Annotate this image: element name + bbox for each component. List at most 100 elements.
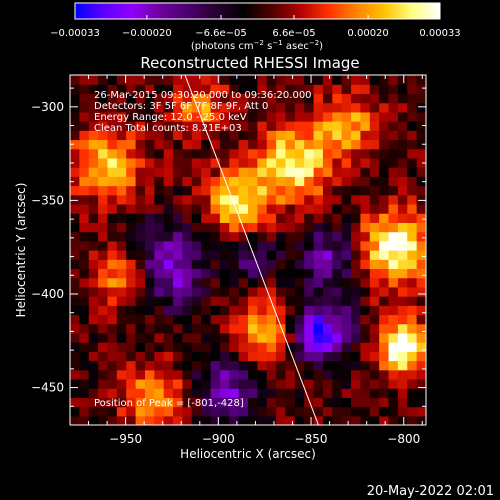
heatmap-cell — [173, 286, 184, 297]
colorbar-tick-label: −0.00033 — [50, 28, 100, 39]
heatmap-cell — [294, 139, 305, 150]
heatmap-cell — [266, 268, 277, 279]
heatmap-cell — [126, 360, 137, 371]
heatmap-cell — [191, 75, 202, 85]
heatmap-cell — [107, 240, 118, 251]
heatmap-cell — [360, 93, 371, 104]
heatmap-cell — [313, 176, 324, 187]
heatmap-cell — [257, 84, 268, 95]
heatmap-cell — [276, 75, 287, 85]
heatmap-cell — [285, 203, 296, 214]
heatmap-cell — [219, 148, 230, 159]
heatmap-cell — [266, 296, 277, 306]
heatmap-cell — [285, 388, 296, 398]
heatmap-cell — [351, 268, 362, 279]
heatmap-cell — [219, 121, 230, 131]
heatmap-cell — [276, 130, 287, 141]
heatmap-cell — [154, 240, 165, 251]
heatmap-cell — [388, 388, 399, 398]
heatmap-cell — [229, 369, 240, 380]
heatmap-cell — [322, 406, 333, 417]
heatmap-cell — [379, 130, 390, 141]
heatmap-cell — [70, 314, 80, 325]
heatmap-cell — [266, 277, 277, 288]
heatmap-cell — [351, 148, 362, 159]
heatmap-cell — [126, 351, 137, 362]
heatmap-cell — [173, 342, 184, 352]
heatmap-cell — [322, 75, 333, 85]
heatmap-cell — [351, 194, 362, 205]
heatmap-cell — [266, 332, 277, 343]
heatmap-cell — [416, 268, 426, 279]
heatmap-cell — [266, 305, 277, 316]
heatmap-cell — [266, 102, 277, 113]
heatmap-cell — [416, 139, 426, 150]
heatmap-cell — [107, 213, 118, 223]
heatmap-cell — [257, 360, 268, 371]
heatmap-cell — [88, 415, 99, 425]
heatmap-cell — [351, 397, 362, 408]
heatmap-cell — [416, 369, 426, 380]
colorbar-ticks: −0.00033 −0.00020 −6.6e−05 6.6e−05 0.00020 0.… — [50, 15, 461, 39]
heatmap-cell — [360, 277, 371, 288]
heatmap-cell — [126, 167, 137, 177]
heatmap-cell — [173, 222, 184, 233]
heatmap-cell — [88, 351, 99, 362]
heatmap-cell — [135, 130, 146, 141]
heatmap-cell — [201, 397, 212, 408]
heatmap-cell — [191, 406, 202, 417]
heatmap-cell — [351, 277, 362, 288]
heatmap-cell — [191, 121, 202, 131]
heatmap-cell — [248, 167, 258, 177]
heatmap-cell — [126, 296, 137, 306]
heatmap-cell — [257, 378, 268, 389]
heatmap-cell — [294, 157, 305, 168]
heatmap-cell — [388, 84, 399, 95]
heatmap-cell — [210, 342, 221, 352]
heatmap-cell — [276, 259, 287, 270]
heatmap-cell — [229, 222, 240, 233]
heatmap-cell — [285, 250, 296, 260]
heatmap-cell — [407, 323, 418, 334]
x-tick-label: −900 — [202, 432, 235, 446]
heatmap-cell — [397, 268, 408, 279]
heatmap-cell — [201, 93, 212, 104]
heatmap-cell — [276, 314, 287, 325]
heatmap-cell — [313, 222, 324, 233]
heatmap-cell — [332, 388, 343, 398]
heatmap-cell — [238, 369, 249, 380]
heatmap-cell — [173, 406, 184, 417]
heatmap-cell — [313, 332, 324, 343]
heatmap-cell — [182, 148, 193, 159]
heatmap-cell — [70, 176, 80, 187]
heatmap-cell — [219, 388, 230, 398]
heatmap-cell — [107, 378, 118, 389]
heatmap-cell — [341, 314, 352, 325]
heatmap-cell — [210, 323, 221, 334]
heatmap-cell — [322, 415, 333, 425]
heatmap-cell — [407, 231, 418, 242]
heatmap-cell — [116, 250, 127, 260]
heatmap-cell — [116, 130, 127, 141]
heatmap-cell — [388, 130, 399, 141]
heatmap-cell — [229, 323, 240, 334]
heatmap-cell — [257, 185, 268, 196]
heatmap-cell — [238, 250, 249, 260]
heatmap-cell — [107, 369, 118, 380]
heatmap-cell — [322, 157, 333, 168]
heatmap-cell — [163, 102, 174, 113]
heatmap-cell — [304, 240, 315, 251]
heatmap-cell — [360, 406, 371, 417]
heatmap-cell — [201, 213, 212, 223]
heatmap-cell — [144, 231, 155, 242]
heatmap-cell — [285, 121, 296, 131]
heatmap-cell — [229, 203, 240, 214]
heatmap-cell — [107, 406, 118, 417]
heatmap-cell — [285, 167, 296, 177]
heatmap-cell — [341, 213, 352, 223]
heatmap-cell — [397, 277, 408, 288]
heatmap-cell — [173, 240, 184, 251]
colorbar-tick-label: 6.6e−05 — [272, 28, 315, 39]
heatmap-cell — [388, 93, 399, 104]
heatmap-cell — [79, 222, 90, 233]
